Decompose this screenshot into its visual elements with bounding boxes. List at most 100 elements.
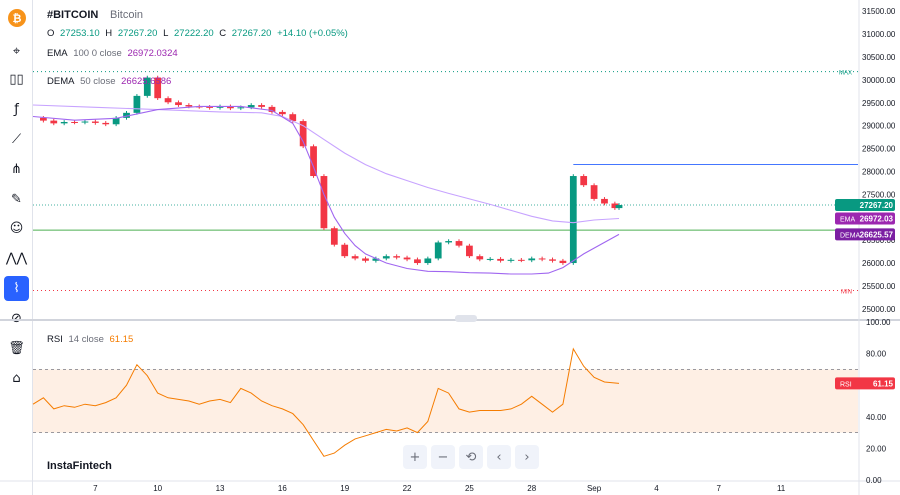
candle-body — [580, 176, 588, 186]
ema-price-tag-bg — [835, 212, 895, 225]
rsi-name: RSI — [47, 334, 63, 345]
candle-body — [549, 259, 556, 261]
ema-100-line — [32, 104, 620, 224]
rsi-tag-bg — [835, 377, 895, 390]
price-tick-label: 31000.00 — [862, 30, 896, 39]
measure-magnet-icon[interactable]: ⌇ — [4, 276, 29, 301]
pitchfork-icon[interactable]: ⋔ — [11, 162, 22, 177]
crosshair-icon[interactable]: ⌖ — [12, 44, 21, 59]
price-tick-label: 28500.00 — [862, 145, 896, 154]
candle-body — [455, 241, 463, 246]
time-tick-label: 28 — [527, 484, 536, 493]
rsi-legend[interactable]: RSI 14 close 61.15 — [47, 334, 136, 345]
emoji-icon[interactable]: ☺ — [9, 221, 24, 236]
time-tick-label: Sep — [587, 484, 602, 493]
price-tick-label: 29500.00 — [862, 99, 896, 108]
price-tick-label: 29000.00 — [862, 122, 896, 131]
price-tick-label: 25000.00 — [862, 305, 896, 314]
candle-body — [60, 121, 68, 124]
candle-body — [320, 176, 328, 229]
dema-50-line — [32, 105, 620, 275]
time-tick-label: 7 — [93, 484, 98, 493]
ema-price-tag-name: EMA — [840, 217, 856, 224]
candle-body — [351, 256, 359, 259]
candle-body — [102, 122, 110, 125]
rsi-tag-name: RSI — [840, 381, 852, 388]
candle-body — [216, 106, 224, 108]
fx-icon[interactable]: ƒ — [14, 102, 19, 117]
symbol-description: Bitcoin — [109, 9, 144, 21]
scroll-left-button[interactable]: ‹ — [487, 445, 511, 469]
price-tick-label: 25500.00 — [862, 282, 896, 291]
eye-hide-icon[interactable]: ⊘ — [11, 311, 22, 326]
ema-params: 100 0 close — [73, 48, 122, 59]
candle-body — [601, 198, 608, 204]
zoom-in-button[interactable]: + — [403, 445, 427, 469]
candles-icon[interactable]: ▯▯ — [9, 72, 24, 87]
candle-body — [227, 106, 234, 109]
patterns-icon[interactable]: ⋀⋀ — [5, 251, 28, 266]
candle-body — [393, 256, 401, 258]
rsi-value: 61.15 — [109, 334, 134, 345]
brush-icon[interactable]: ✎ — [11, 192, 22, 207]
time-tick-label: 16 — [278, 484, 287, 493]
ohlc-high-key: H — [105, 28, 113, 39]
time-tick-label: 11 — [777, 484, 786, 493]
price-tick-label: 26000.00 — [862, 259, 896, 268]
symbol-ticker: #BITCOIN — [47, 9, 99, 21]
rsi-line — [32, 347, 620, 457]
dema-legend[interactable]: DEMA 50 close 26625.6586 — [47, 76, 174, 87]
rsi-tag-value: 61.15 — [873, 379, 894, 388]
ohlc-open-key: O — [47, 28, 55, 39]
zoom-out-button[interactable]: − — [431, 445, 455, 469]
candle-body — [289, 114, 297, 122]
candle-body — [206, 106, 214, 108]
candle-body — [538, 258, 546, 260]
time-tick-label: 13 — [216, 484, 225, 493]
candle-body — [81, 121, 89, 123]
reset-chart-button[interactable]: ⟲ — [459, 445, 483, 469]
candle-body — [40, 117, 47, 121]
pane-resize-handle[interactable] — [455, 315, 477, 322]
candle-body — [133, 95, 141, 113]
current-price-tag-value: 27267.20 — [860, 201, 894, 210]
rsi-params: 14 close — [68, 334, 104, 345]
price-tick-label: 27500.00 — [862, 190, 896, 199]
trash-icon[interactable]: 🗑 — [8, 341, 25, 356]
candle-body — [424, 258, 432, 264]
rsi-tick-label: 100.00 — [866, 318, 891, 327]
dema-price-tag-bg — [835, 228, 895, 241]
time-tick-label: 22 — [403, 484, 412, 493]
dema-price-tag-value: 26625.57 — [860, 230, 894, 239]
dema-params: 50 close — [80, 76, 116, 87]
candle-body — [278, 111, 286, 115]
time-tick-label: 19 — [340, 484, 349, 493]
dema-value: 26625.6586 — [121, 76, 172, 87]
candle-body — [517, 259, 525, 261]
price-tick-label: 30000.00 — [862, 76, 896, 85]
rsi-band-fill — [33, 369, 858, 433]
time-tick-label: 7 — [717, 484, 722, 493]
candle-body — [403, 257, 411, 260]
scroll-right-button[interactable]: › — [515, 445, 539, 469]
candle-body — [237, 107, 245, 109]
candle-body — [434, 242, 442, 259]
lock-icon[interactable]: ⌂ — [12, 371, 21, 386]
ema-legend[interactable]: EMA 100 0 close 26972.0324 — [47, 48, 181, 59]
drawing-toolbar: ₿ ⌖ ▯▯ ƒ ⟋ ⋔ ✎ ☺ ⋀⋀ ⌇ ⊘ 🗑 ⌂ — [0, 0, 33, 495]
ohlc-close-key: C — [219, 28, 227, 39]
candle-body — [341, 244, 349, 257]
candle-body — [258, 105, 265, 107]
symbol-legend: #BITCOIN Bitcoin — [47, 9, 146, 21]
candle-body — [486, 258, 494, 260]
candle-body — [71, 121, 78, 123]
candle-body — [112, 117, 120, 125]
trendline-icon[interactable]: ⟋ — [11, 132, 22, 147]
bitcoin-logo: ₿ — [8, 9, 26, 27]
rsi-tick-label: 0.00 — [866, 476, 882, 485]
candle-body — [299, 121, 307, 147]
dema-price-tag-name: DEMA — [840, 232, 861, 239]
price-tick-label: 28000.00 — [862, 167, 896, 176]
watermark: InstaFintech — [47, 460, 112, 472]
